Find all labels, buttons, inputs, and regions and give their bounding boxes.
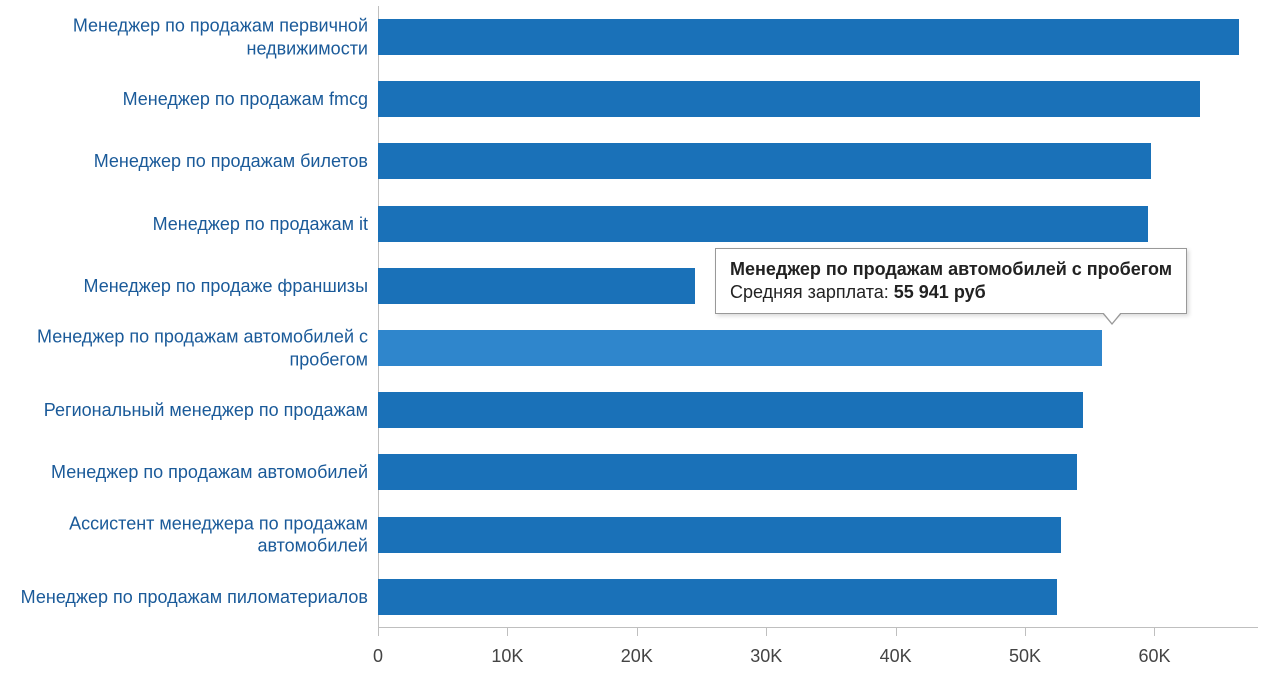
x-tick-mark <box>507 628 508 636</box>
y-axis-label: Менеджер по продажам fmcg <box>8 88 368 111</box>
y-axis-label: Менеджер по продажам пиломатериалов <box>8 586 368 609</box>
y-axis-label: Менеджер по продажам автомобилей с пробе… <box>8 326 368 371</box>
bar[interactable] <box>378 579 1057 615</box>
x-tick-label: 30K <box>750 646 782 667</box>
bar[interactable] <box>378 392 1083 428</box>
x-tick-label: 10K <box>491 646 523 667</box>
plot-area: Менеджер по продажам первичной недвижимо… <box>378 6 1258 628</box>
bar[interactable] <box>378 143 1151 179</box>
x-tick-mark <box>1154 628 1155 636</box>
x-tick-label: 40K <box>880 646 912 667</box>
y-axis-label: Менеджер по продаже франшизы <box>8 275 368 298</box>
bar-slot: Менеджер по продажам первичной недвижимо… <box>378 6 1258 68</box>
x-tick-mark <box>378 628 379 636</box>
x-tick-mark <box>637 628 638 636</box>
tooltip-tail-icon <box>1102 313 1122 325</box>
x-tick-mark <box>766 628 767 636</box>
bar[interactable] <box>378 19 1239 55</box>
bar[interactable] <box>378 81 1200 117</box>
x-tick-label: 0 <box>373 646 383 667</box>
x-tick-mark <box>896 628 897 636</box>
tooltip-value: 55 941 руб <box>894 282 986 302</box>
bar-slot: Менеджер по продажам автомобилей <box>378 441 1258 503</box>
bar[interactable] <box>378 454 1077 490</box>
y-axis-label: Менеджер по продажам билетов <box>8 150 368 173</box>
x-tick-label: 60K <box>1138 646 1170 667</box>
bar-slot: Менеджер по продажам fmcg <box>378 68 1258 130</box>
x-tick-label: 20K <box>621 646 653 667</box>
tooltip-subtitle-prefix: Средняя зарплата: <box>730 282 894 302</box>
bar-slot: Региональный менеджер по продажам <box>378 379 1258 441</box>
tooltip-title: Менеджер по продажам автомобилей с пробе… <box>730 259 1172 280</box>
y-axis-label: Региональный менеджер по продажам <box>8 399 368 422</box>
x-tick-label: 50K <box>1009 646 1041 667</box>
x-tick-mark <box>1025 628 1026 636</box>
bar[interactable] <box>378 517 1061 553</box>
tooltip-subtitle: Средняя зарплата: 55 941 руб <box>730 282 1172 303</box>
bar-slot: Менеджер по продажам автомобилей с пробе… <box>378 317 1258 379</box>
y-axis-label: Менеджер по продажам автомобилей <box>8 461 368 484</box>
y-axis-label: Ассистент менеджера по продажам автомоби… <box>8 512 368 557</box>
bar[interactable] <box>378 206 1148 242</box>
bar-slot: Менеджер по продажам it <box>378 193 1258 255</box>
salary-bar-chart: Менеджер по продажам первичной недвижимо… <box>0 0 1269 680</box>
bar-slot: Ассистент менеджера по продажам автомоби… <box>378 504 1258 566</box>
bar[interactable] <box>378 330 1102 366</box>
bar-slot: Менеджер по продажам пиломатериалов <box>378 566 1258 628</box>
bar-slot: Менеджер по продажам билетов <box>378 130 1258 192</box>
bar[interactable] <box>378 268 695 304</box>
chart-tooltip: Менеджер по продажам автомобилей с пробе… <box>715 248 1187 314</box>
y-axis-label: Менеджер по продажам первичной недвижимо… <box>8 15 368 60</box>
y-axis-label: Менеджер по продажам it <box>8 212 368 235</box>
